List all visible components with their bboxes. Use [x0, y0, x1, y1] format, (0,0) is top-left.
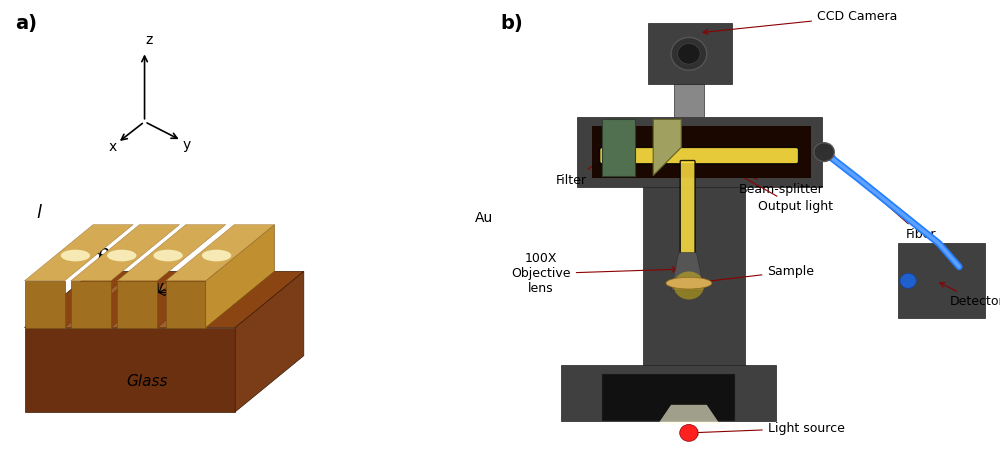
Ellipse shape: [666, 277, 712, 289]
Polygon shape: [71, 281, 111, 328]
Polygon shape: [561, 365, 776, 421]
Text: y: y: [182, 138, 190, 152]
Polygon shape: [24, 328, 235, 412]
Text: $t$: $t$: [174, 312, 183, 329]
Circle shape: [680, 424, 698, 441]
Text: Light source: Light source: [693, 422, 845, 435]
Polygon shape: [157, 271, 234, 328]
Polygon shape: [166, 281, 206, 328]
Polygon shape: [671, 253, 704, 290]
Text: Glass: Glass: [126, 374, 168, 389]
Text: Output light: Output light: [708, 157, 834, 213]
Polygon shape: [674, 84, 704, 117]
Polygon shape: [65, 271, 139, 328]
FancyBboxPatch shape: [680, 161, 695, 272]
Ellipse shape: [202, 250, 231, 261]
Polygon shape: [111, 271, 186, 328]
Text: b): b): [500, 14, 523, 33]
Ellipse shape: [61, 250, 90, 261]
Text: CCD Camera: CCD Camera: [703, 10, 897, 34]
Text: $l$: $l$: [36, 204, 43, 222]
Ellipse shape: [153, 250, 183, 261]
Text: Au: Au: [475, 211, 494, 225]
Circle shape: [678, 44, 700, 64]
Polygon shape: [643, 131, 745, 398]
Text: $p$: $p$: [97, 246, 109, 264]
Polygon shape: [602, 119, 635, 176]
Circle shape: [814, 143, 834, 161]
Polygon shape: [24, 225, 133, 281]
Text: Fiber: Fiber: [830, 155, 936, 241]
Text: z: z: [146, 33, 153, 47]
Polygon shape: [24, 271, 304, 328]
Polygon shape: [117, 225, 226, 281]
Text: $w$: $w$: [149, 279, 165, 297]
Text: Beam-splitter: Beam-splitter: [672, 142, 823, 196]
Ellipse shape: [674, 271, 704, 300]
Polygon shape: [577, 117, 822, 187]
Circle shape: [900, 273, 916, 288]
Polygon shape: [24, 281, 65, 328]
Text: Filter: Filter: [556, 150, 617, 187]
Polygon shape: [117, 281, 157, 328]
Text: a): a): [15, 14, 37, 33]
Polygon shape: [602, 374, 735, 421]
Text: Sample: Sample: [695, 265, 814, 285]
Text: Detector: Detector: [940, 283, 1000, 308]
Polygon shape: [206, 225, 274, 328]
Text: 100X
Objective
lens: 100X Objective lens: [511, 252, 677, 295]
Polygon shape: [166, 225, 274, 281]
Polygon shape: [648, 23, 732, 84]
Polygon shape: [658, 405, 720, 424]
Polygon shape: [592, 126, 811, 178]
Text: x: x: [109, 140, 117, 154]
Circle shape: [671, 37, 707, 70]
Polygon shape: [653, 119, 681, 176]
FancyBboxPatch shape: [600, 147, 799, 164]
Polygon shape: [71, 225, 179, 281]
Polygon shape: [898, 243, 985, 318]
Ellipse shape: [107, 250, 136, 261]
Polygon shape: [235, 271, 304, 412]
